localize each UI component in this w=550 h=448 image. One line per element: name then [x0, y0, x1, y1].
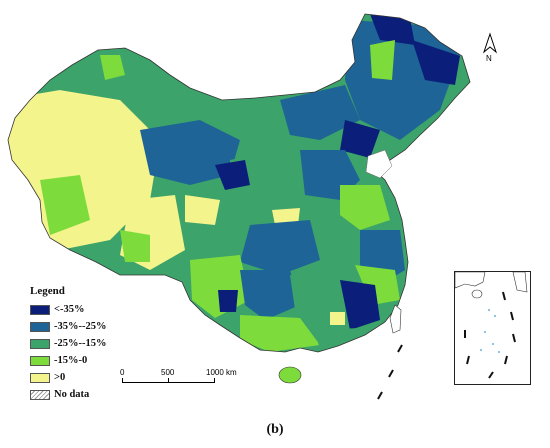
region-heilongjiang-east [412, 40, 460, 85]
legend-item: -15%-0 [30, 352, 170, 369]
north-label: N [486, 54, 492, 63]
region-tibet-spot [120, 230, 150, 262]
region-liaoning-dark [340, 120, 380, 158]
scale-label-1000: 1000 km [206, 368, 237, 377]
scale-label-500: 500 [161, 368, 175, 377]
region-guangxi [240, 315, 320, 352]
region-ningxia-dark [215, 160, 250, 190]
region-southwest-xinjiang [40, 175, 90, 235]
legend-label: -15%-0 [54, 355, 88, 366]
legend-item: -25%--15% [30, 335, 170, 352]
legend-title: Legend [30, 285, 65, 297]
map-legend: Legend <-35% -35%--25% -25%--15% -15%-0 … [30, 285, 170, 403]
figure-caption: (b) [266, 422, 284, 437]
region-heilongjiang-green [370, 40, 395, 80]
region-zhejiang [355, 265, 400, 305]
legend-swatch [30, 304, 50, 315]
north-arrow: N [480, 32, 500, 68]
region-jiangxi-dark [340, 280, 380, 330]
region-yunnan-dark [218, 290, 238, 312]
scale-bar: 0 500 1000 km [118, 368, 238, 398]
scale-tick [214, 378, 215, 383]
region-sichuan-east [240, 220, 320, 275]
region-qinghai-yellow [185, 195, 220, 225]
region-shaanxi-yellow [272, 208, 300, 225]
region-central-north [230, 150, 310, 220]
legend-item: -35%--25% [30, 318, 170, 335]
south-china-sea-inset [454, 271, 531, 385]
bohai-sea [365, 149, 393, 179]
legend-swatch [30, 372, 50, 383]
scale-label-0: 0 [120, 368, 125, 377]
legend-swatch [30, 338, 50, 349]
legend-label: No data [54, 389, 90, 400]
legend-swatch [30, 321, 50, 332]
legend-item: No data [30, 386, 170, 403]
taiwan-island [389, 304, 402, 334]
region-northeast-dark [370, 14, 415, 45]
scale-tick [168, 378, 169, 383]
legend-label: >0 [54, 372, 66, 383]
region-hubei [310, 220, 370, 275]
scale-tick [122, 378, 123, 383]
legend-label: <-35% [54, 304, 85, 315]
legend-item: <-35% [30, 301, 170, 318]
legend-item: >0 [30, 369, 170, 386]
north-arrow-icon [482, 32, 498, 54]
nine-dash-line [377, 344, 403, 400]
region-guangdong-yellow [330, 312, 345, 325]
region-qinghai [140, 120, 240, 185]
region-xinjiang-small [100, 55, 125, 80]
legend-swatch-no-data [30, 389, 50, 400]
region-guizhou [240, 270, 300, 320]
hainan-island [278, 366, 302, 384]
legend-label: -25%--15% [54, 338, 107, 349]
region-guangdong [315, 328, 370, 350]
region-inner-mongolia-east [280, 85, 360, 140]
legend-label: -35%--25% [54, 321, 107, 332]
region-shandong [340, 185, 390, 230]
legend-swatch [30, 355, 50, 366]
inset-map [454, 271, 528, 379]
